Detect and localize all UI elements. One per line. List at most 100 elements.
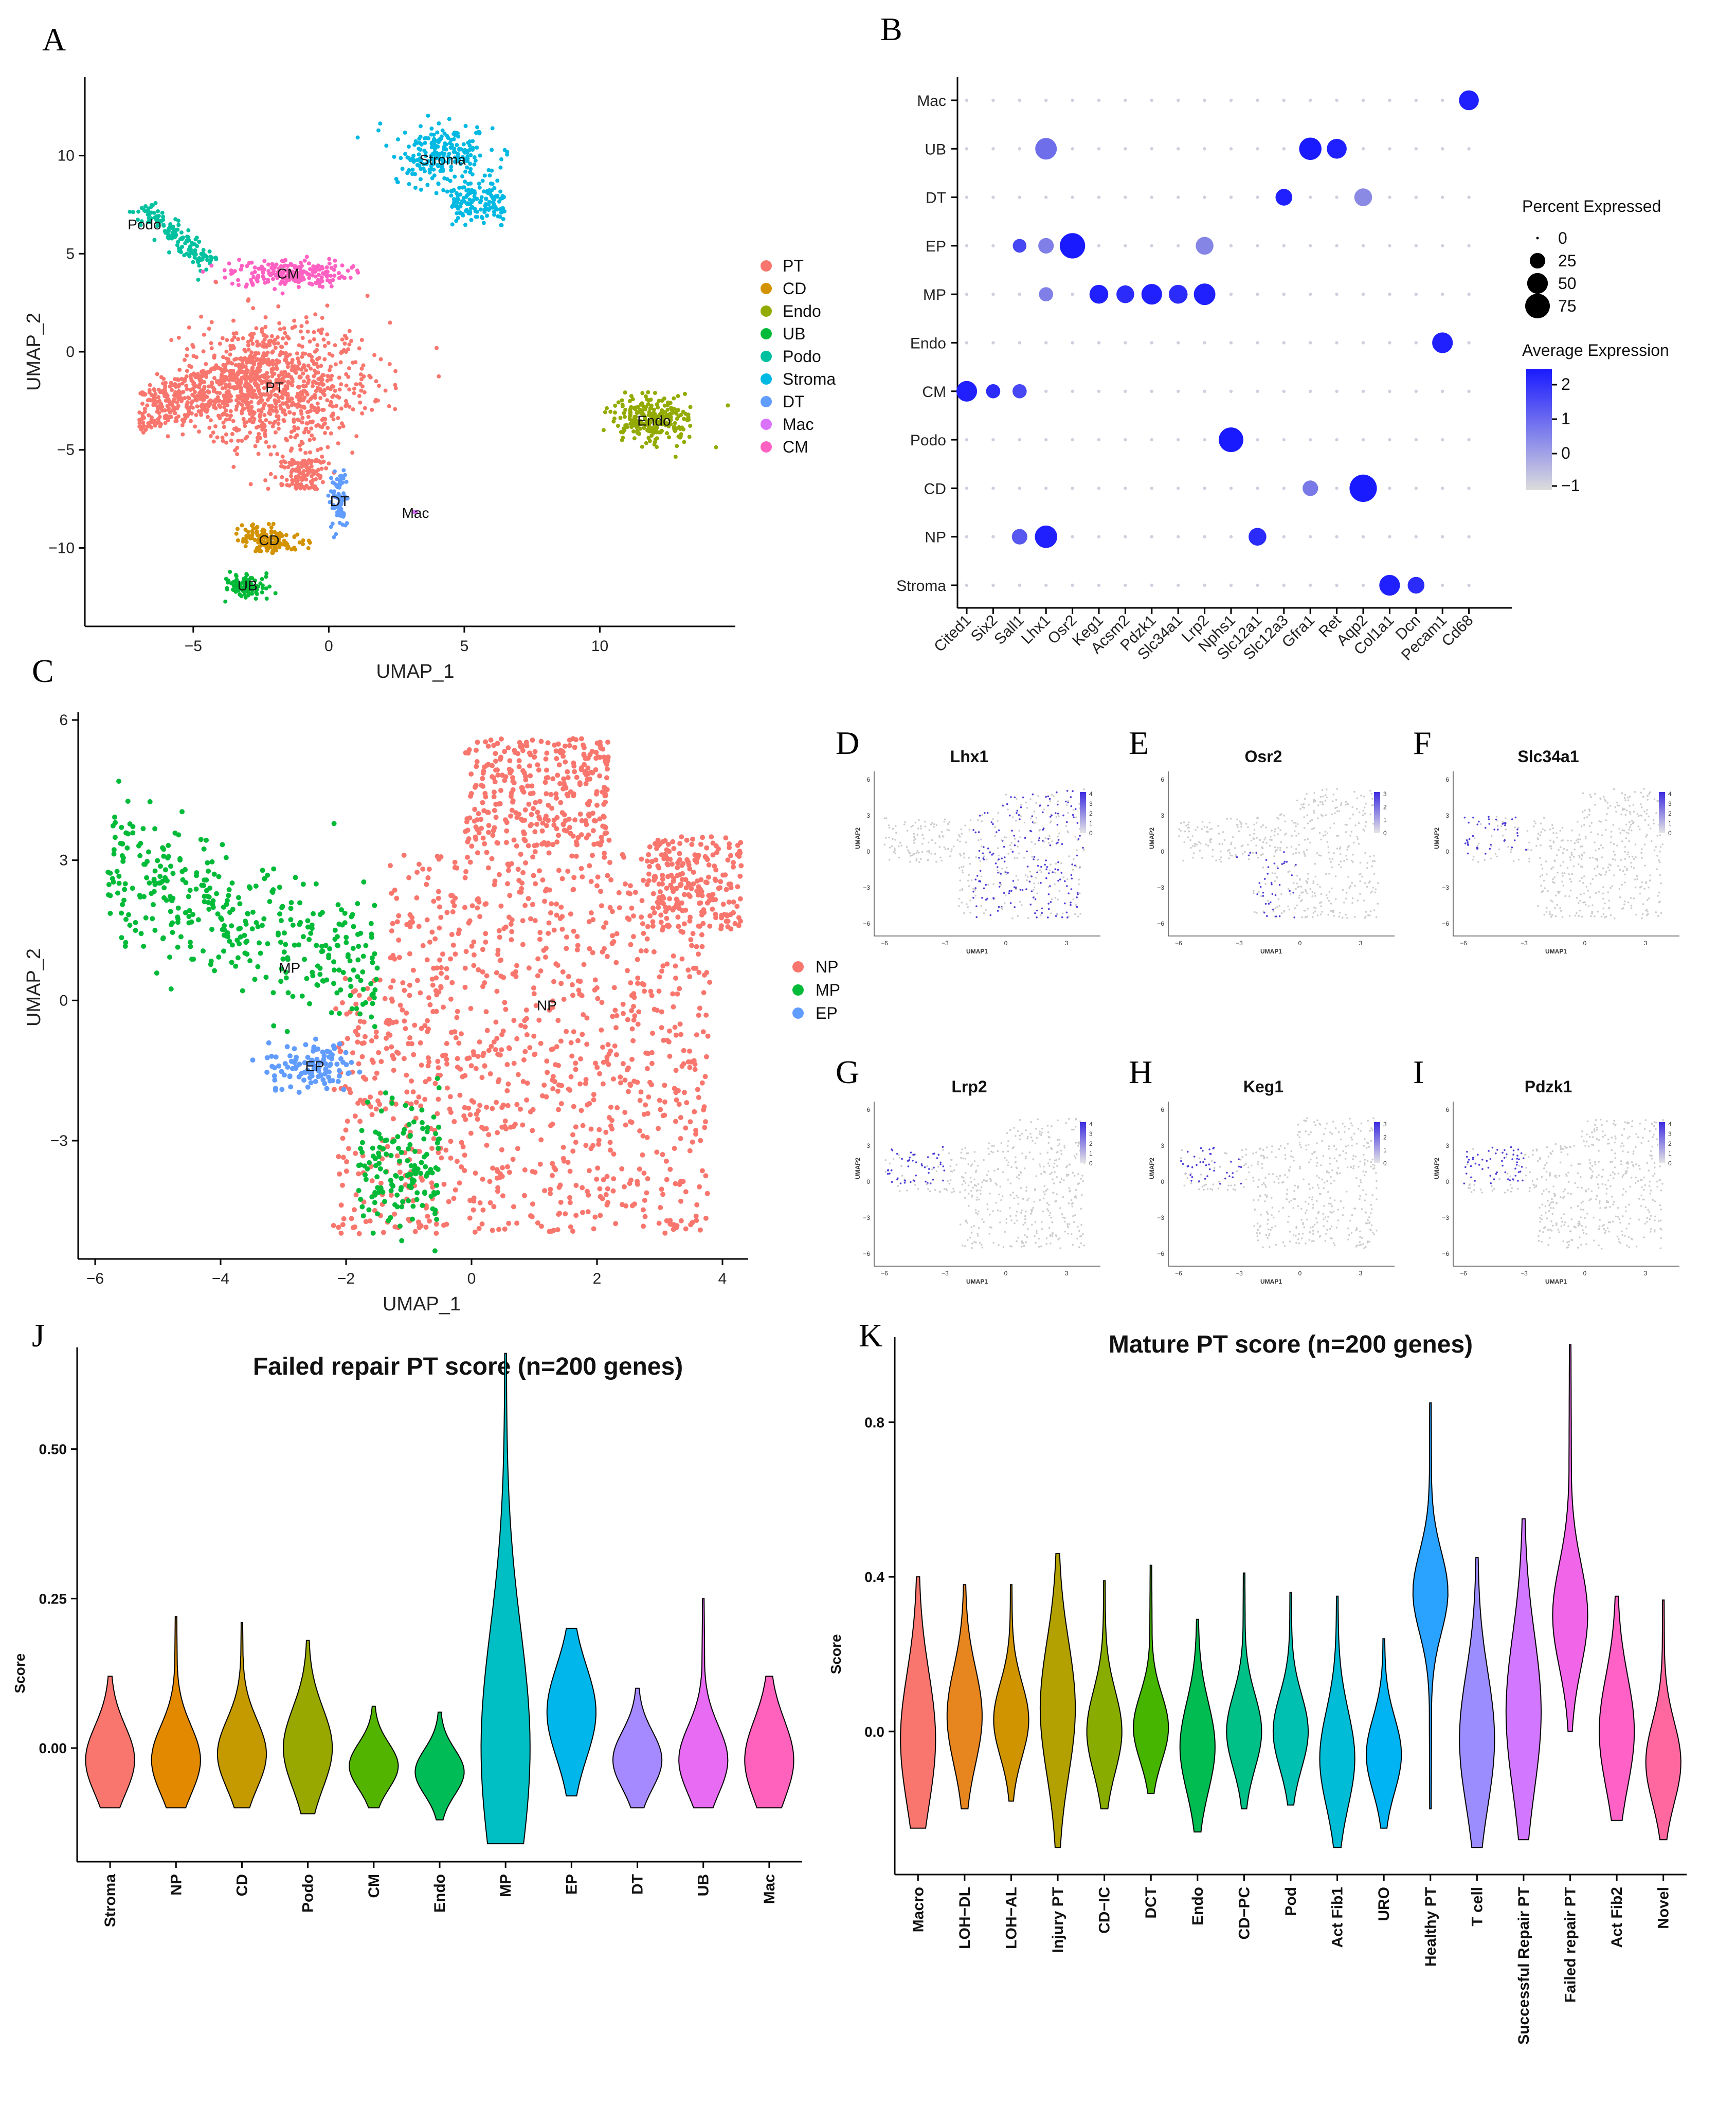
- umap-point-np: [503, 840, 509, 845]
- umap-point-np: [531, 991, 537, 997]
- legend-label: Mac: [783, 415, 813, 434]
- umap-point-np: [542, 1188, 548, 1194]
- umap-point-pt: [204, 374, 209, 379]
- umap-point-pt: [281, 459, 286, 463]
- umap-point-pt: [274, 362, 279, 366]
- umap-point-np: [590, 950, 595, 956]
- umap-point-mp: [363, 943, 369, 948]
- umap-point-pt: [347, 329, 352, 333]
- umap-point-np: [484, 1142, 490, 1148]
- umap-point-pt: [293, 325, 297, 329]
- umap-point-pt: [305, 392, 310, 397]
- umap-point-np: [598, 842, 603, 848]
- umap-point-pt: [243, 424, 247, 428]
- umap-point-np: [612, 1043, 618, 1049]
- umap-point-np: [468, 1063, 474, 1069]
- umap-point-stroma: [453, 174, 457, 179]
- dot-np-lhx1: [1035, 525, 1057, 548]
- umap-point-np: [703, 1173, 709, 1179]
- umap-point-stroma: [384, 143, 389, 148]
- legend-swatch: [761, 260, 772, 272]
- umap-point-np: [572, 769, 577, 775]
- umap-point-np: [388, 1193, 394, 1198]
- umap-point-np: [501, 975, 507, 980]
- umap-point-endo: [667, 435, 671, 440]
- umap-point-np: [569, 853, 575, 859]
- umap-point-stroma: [452, 199, 457, 203]
- dot-faint: [1335, 293, 1339, 296]
- umap-point-stroma: [479, 215, 484, 219]
- umap-point-dt: [328, 500, 332, 505]
- panel-label-g: G: [836, 1054, 860, 1090]
- umap-point-np: [375, 1098, 381, 1104]
- umap-point-np: [571, 763, 577, 769]
- umap-point-pt: [254, 358, 259, 363]
- umap-point-np: [635, 957, 640, 962]
- umap-point-pt: [278, 403, 283, 408]
- umap-point-pt: [393, 383, 397, 387]
- umap-point-np: [662, 1230, 668, 1236]
- umap-point-pt: [270, 358, 275, 363]
- umap-point-np: [562, 743, 568, 749]
- umap-point-endo: [616, 424, 620, 428]
- umap-point-pt: [286, 380, 291, 384]
- umap-point-np: [373, 1106, 379, 1112]
- umap-point-np: [611, 1176, 617, 1182]
- umap-point-pt: [275, 386, 280, 391]
- umap-point-np: [606, 1061, 611, 1067]
- umap-point-np: [550, 1046, 556, 1052]
- umap-point-np: [475, 850, 480, 856]
- umap-point-stroma: [475, 146, 479, 150]
- umap-point-stroma: [443, 141, 447, 146]
- umap-point-cm: [320, 279, 324, 283]
- umap-point-stroma: [392, 154, 396, 159]
- umap-point-np: [477, 1200, 483, 1205]
- umap-point-mp: [165, 878, 170, 884]
- umap-point-cm: [293, 264, 297, 268]
- umap-point-stroma: [442, 151, 447, 156]
- umap-point-pt: [279, 370, 284, 375]
- umap-point-np: [425, 1213, 430, 1219]
- umap-point-np: [650, 905, 656, 911]
- umap-point-stroma: [468, 161, 473, 166]
- umap-point-np: [487, 1200, 493, 1205]
- umap-point-mp: [351, 967, 356, 973]
- umap-point-stroma: [468, 209, 473, 214]
- umap-point-pt: [314, 458, 318, 462]
- umap-point-ub: [260, 577, 264, 581]
- umap-point-stroma: [493, 204, 497, 209]
- umap-point-np: [645, 924, 650, 929]
- umap-point-pt: [215, 399, 220, 403]
- umap-point-np: [702, 1074, 708, 1079]
- umap-point-np: [598, 889, 604, 894]
- umap-point-stroma: [505, 150, 510, 154]
- umap-point-stroma: [449, 138, 454, 142]
- umap-point-podo: [192, 255, 197, 260]
- umap-c-points: [105, 736, 744, 1254]
- umap-point-pt: [393, 386, 398, 390]
- umap-point-cd: [261, 527, 265, 532]
- dot-faint: [1414, 389, 1418, 393]
- umap-point-pt: [378, 357, 383, 362]
- umap-point-ub: [228, 569, 232, 574]
- umap-point-stroma: [463, 169, 467, 174]
- umap-point-pt: [359, 377, 364, 382]
- umap-point-dt: [343, 523, 348, 528]
- umap-point-endo: [643, 407, 647, 411]
- umap-point-np: [548, 791, 554, 797]
- umap-point-pt: [303, 389, 308, 394]
- umap-point-pt: [286, 361, 291, 366]
- umap-point-np: [577, 782, 583, 787]
- umap-point-np: [656, 1126, 661, 1131]
- umap-point-np: [471, 1049, 476, 1055]
- umap-point-np: [523, 1007, 529, 1013]
- umap-point-np: [534, 842, 539, 848]
- umap-point-pt: [241, 393, 245, 398]
- dot-faint: [1309, 98, 1312, 102]
- umap-point-pt: [166, 418, 170, 423]
- umap-point-podo: [154, 216, 158, 221]
- umap-point-pt: [220, 336, 225, 340]
- umap-point-mp: [332, 967, 337, 973]
- umap-point-np: [509, 861, 514, 867]
- umap-point-cm: [249, 278, 253, 282]
